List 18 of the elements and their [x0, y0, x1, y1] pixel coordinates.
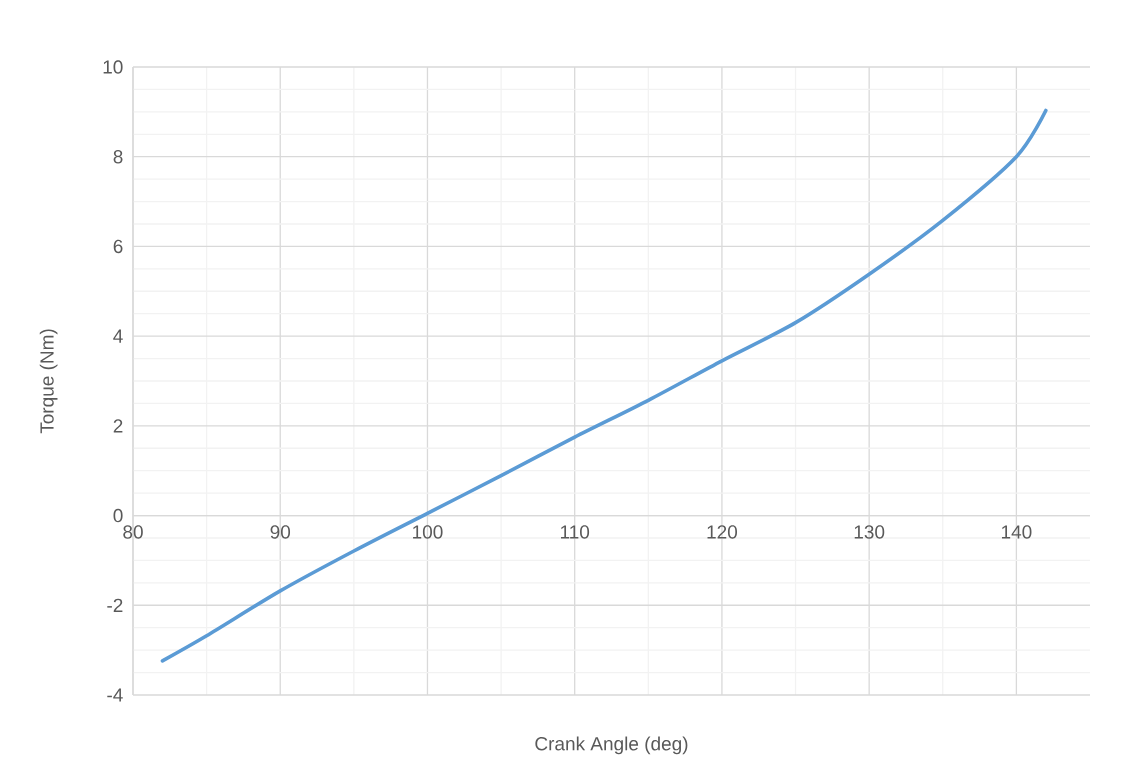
- x-tick-label: 130: [854, 525, 885, 539]
- y-tick-label: -4: [107, 688, 123, 702]
- x-axis-title: Crank Angle (deg): [535, 736, 688, 755]
- y-tick-label: 8: [113, 149, 123, 164]
- y-tick-label: 6: [113, 239, 123, 254]
- x-tick-label: 80: [123, 525, 143, 539]
- y-tick-label: 10: [103, 60, 123, 74]
- y-tick-label: 4: [113, 329, 123, 343]
- y-tick-label: -2: [107, 598, 123, 612]
- x-tick-label: 140: [1001, 525, 1032, 539]
- line-series: [160, 108, 1048, 663]
- x-tick-label: 90: [270, 525, 291, 539]
- x-tick-label: 110: [561, 525, 590, 539]
- y-tick-label: 0: [113, 508, 123, 523]
- y-axis-title: Torque (Nm): [39, 329, 58, 434]
- x-tick-label: 100: [413, 525, 443, 539]
- x-tick-label: 120: [707, 525, 738, 539]
- y-tick-label: 2: [113, 419, 123, 433]
